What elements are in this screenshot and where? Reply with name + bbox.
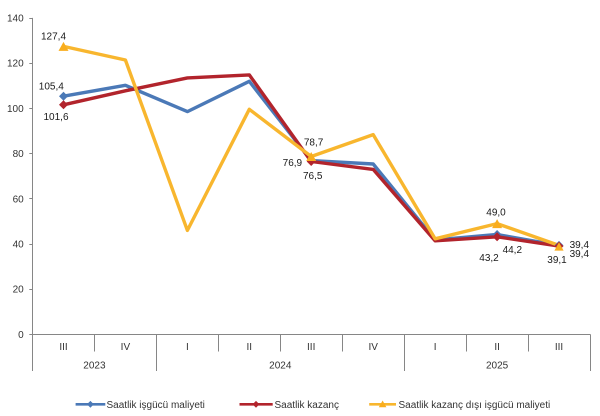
- svg-text:120: 120: [7, 59, 24, 70]
- svg-text:43,2: 43,2: [479, 253, 499, 264]
- svg-text:IV: IV: [121, 342, 131, 353]
- svg-text:I: I: [434, 342, 437, 353]
- svg-text:III: III: [307, 342, 315, 353]
- svg-text:Saatlik kazanç: Saatlik kazanç: [275, 400, 339, 411]
- svg-text:II: II: [247, 342, 253, 353]
- svg-text:100: 100: [7, 104, 24, 115]
- svg-text:78,7: 78,7: [304, 138, 324, 149]
- svg-text:39,1: 39,1: [547, 255, 567, 266]
- svg-text:Saatlik kazanç dışı işgücü mal: Saatlik kazanç dışı işgücü maliyeti: [399, 400, 551, 411]
- svg-text:76,5: 76,5: [303, 171, 323, 182]
- svg-text:I: I: [186, 342, 189, 353]
- svg-text:39,4: 39,4: [570, 240, 590, 251]
- svg-text:20: 20: [13, 285, 25, 296]
- svg-text:2025: 2025: [486, 361, 509, 372]
- svg-text:140: 140: [7, 14, 24, 25]
- svg-text:2024: 2024: [269, 361, 292, 372]
- svg-text:IV: IV: [368, 342, 378, 353]
- svg-text:49,0: 49,0: [486, 207, 506, 218]
- svg-text:76,9: 76,9: [283, 158, 303, 169]
- svg-text:2023: 2023: [83, 361, 106, 372]
- svg-text:39,4: 39,4: [570, 249, 590, 260]
- svg-text:127,4: 127,4: [41, 31, 66, 42]
- svg-text:III: III: [555, 342, 563, 353]
- svg-text:III: III: [59, 342, 67, 353]
- svg-text:44,2: 44,2: [503, 245, 523, 256]
- svg-text:0: 0: [18, 330, 24, 341]
- svg-text:60: 60: [13, 194, 25, 205]
- svg-text:II: II: [494, 342, 500, 353]
- svg-text:105,4: 105,4: [39, 82, 64, 93]
- svg-text:101,6: 101,6: [43, 112, 68, 123]
- svg-text:Saatlik işgücü maliyeti: Saatlik işgücü maliyeti: [107, 400, 205, 411]
- svg-text:80: 80: [13, 149, 25, 160]
- svg-text:40: 40: [13, 240, 25, 251]
